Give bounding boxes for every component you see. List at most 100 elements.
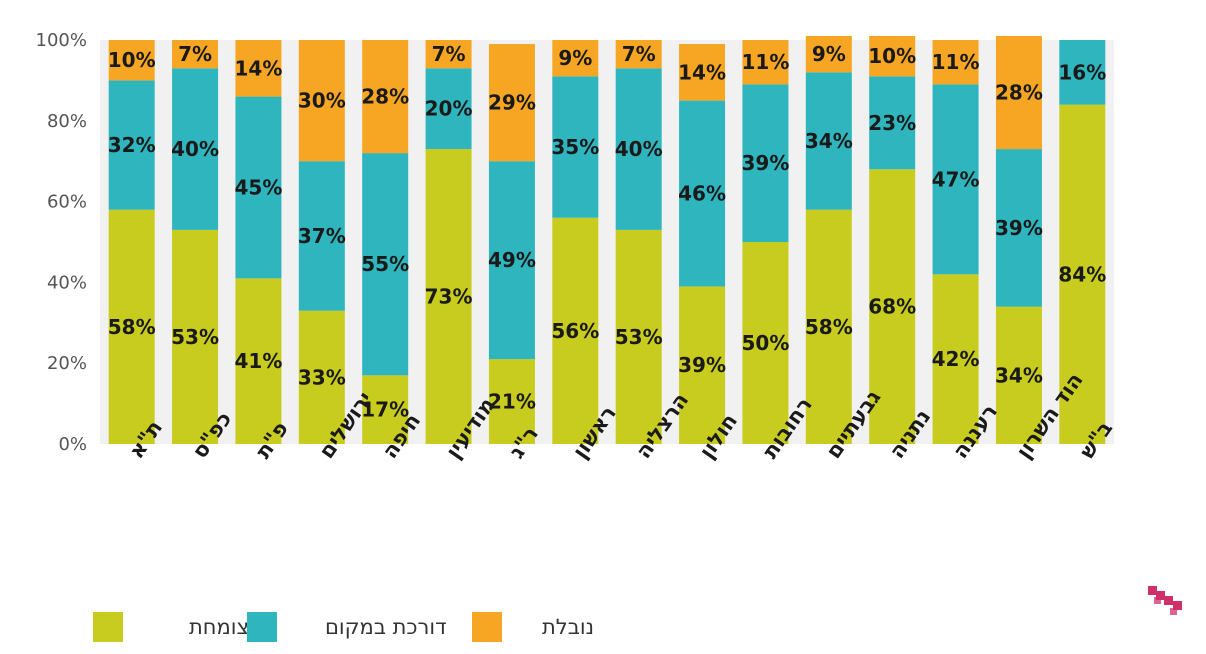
bar-segment-growing — [1059, 104, 1106, 444]
data-label: 55% — [361, 252, 409, 276]
bar-segment-declining — [488, 44, 535, 162]
bar-segment-stagnant — [298, 161, 345, 311]
data-label: 84% — [1058, 262, 1106, 286]
bar-segment-stagnant — [362, 153, 409, 376]
bar-segment-growing — [679, 286, 726, 444]
bar-segment-growing — [298, 310, 345, 444]
bar-segment-stagnant — [742, 84, 789, 242]
bar-segment-growing — [425, 149, 472, 444]
data-label: 58% — [108, 315, 156, 339]
y-tick-label: 60% — [47, 192, 87, 213]
bar-segment-stagnant — [615, 68, 662, 230]
data-label: 32% — [108, 133, 156, 157]
bar-segment-growing — [172, 229, 219, 444]
data-label: 39% — [742, 151, 790, 175]
y-tick-label: 20% — [47, 353, 87, 374]
data-label: 39% — [995, 216, 1043, 240]
data-label: 50% — [742, 331, 790, 355]
y-tick-label: 0% — [58, 434, 87, 455]
data-label: 9% — [812, 42, 846, 66]
legend-item-growing: צומחת — [93, 610, 263, 644]
bar-segment-growing — [615, 229, 662, 444]
data-label: 28% — [995, 81, 1043, 105]
bar-segment-declining — [869, 35, 916, 77]
data-label: 7% — [178, 42, 212, 66]
legend-swatch-stagnant — [247, 612, 277, 642]
y-axis: 0% 20% 40% 60% 80% 100% — [36, 30, 87, 455]
legend-swatch-declining — [472, 612, 502, 642]
bar-segment-growing — [742, 242, 789, 444]
data-label: 53% — [171, 325, 219, 349]
bar-segment-stagnant — [932, 84, 979, 275]
bars: 58% 32% 10% 53% 40% 7% 41% 45% 14% 33% 37% 30% 17% 55… — [108, 35, 1106, 444]
bar-segment-declining — [995, 35, 1042, 150]
data-label: 28% — [361, 85, 409, 109]
bar-segment-declining — [742, 40, 789, 85]
legend-swatch-growing — [93, 612, 123, 642]
bar-segment-declining — [932, 40, 979, 85]
data-label: 68% — [868, 295, 916, 319]
bar-segment-stagnant — [235, 96, 282, 279]
data-label: 42% — [932, 347, 980, 371]
data-label: 47% — [932, 167, 980, 191]
bar-segment-stagnant — [869, 76, 916, 170]
bar-segment-stagnant — [552, 76, 599, 218]
bar-segment-declining — [425, 40, 472, 69]
data-label: 41% — [235, 349, 283, 373]
data-label: 34% — [805, 129, 853, 153]
bar-segment-stagnant — [172, 68, 219, 230]
brand-logo-icon — [1148, 586, 1182, 615]
bar-segment-growing — [488, 359, 535, 444]
legend-item-declining: נובלת — [472, 610, 608, 644]
y-tick-label: 40% — [47, 272, 87, 293]
legend-label-growing: צומחת — [189, 615, 249, 639]
stacked-bar-chart: 0% 20% 40% 60% 80% 100% 58% 32% 10% 53% 40% 7% 41% 4… — [36, 30, 1118, 463]
bar-segment-growing — [552, 217, 599, 444]
data-label: 10% — [108, 48, 156, 72]
bar-segment-declining — [615, 40, 662, 69]
y-tick-label: 80% — [47, 111, 87, 132]
bar-segment-declining — [679, 44, 726, 101]
bar-segment-declining — [552, 40, 599, 77]
data-label: 11% — [932, 50, 980, 74]
bar-segment-stagnant — [425, 68, 472, 150]
bar-segment-stagnant — [488, 161, 535, 360]
bar-segment-growing — [362, 375, 409, 444]
legend-label-declining: נובלת — [542, 615, 595, 639]
data-label: 14% — [678, 60, 726, 84]
data-label: 49% — [488, 248, 536, 272]
data-label: 40% — [615, 137, 663, 161]
data-label: 46% — [678, 182, 726, 206]
data-label: 33% — [298, 365, 346, 389]
data-label: 14% — [235, 56, 283, 80]
data-label: 56% — [551, 319, 599, 343]
data-label: 23% — [868, 111, 916, 135]
data-label: 53% — [615, 325, 663, 349]
data-label: 11% — [742, 50, 790, 74]
bar-segment-growing — [869, 169, 916, 444]
data-label: 9% — [558, 46, 592, 70]
data-label: 30% — [298, 89, 346, 113]
bar-segment-stagnant — [805, 72, 852, 210]
data-label: 17% — [361, 398, 409, 422]
bar-segment-declining — [172, 40, 219, 69]
data-label: 37% — [298, 224, 346, 248]
bar-segment-declining — [235, 40, 282, 97]
data-label: 29% — [488, 91, 536, 115]
data-label: 21% — [488, 390, 536, 414]
bar-segment-declining — [362, 40, 409, 154]
bar-segment-stagnant — [679, 100, 726, 287]
data-label: 39% — [678, 353, 726, 377]
data-label: 45% — [235, 175, 283, 199]
bar-segment-growing — [932, 274, 979, 444]
legend-label-stagnant: דורכת במקום — [325, 615, 447, 639]
bar-segment-growing — [805, 209, 852, 444]
data-label: 35% — [551, 135, 599, 159]
data-label: 58% — [805, 315, 853, 339]
legend-item-stagnant: דורכת במקום — [247, 610, 461, 644]
data-label: 73% — [425, 285, 473, 309]
bar-segment-declining — [298, 40, 345, 162]
data-label: 16% — [1058, 60, 1106, 84]
bar-segment-stagnant — [108, 80, 155, 210]
data-label: 20% — [425, 97, 473, 121]
